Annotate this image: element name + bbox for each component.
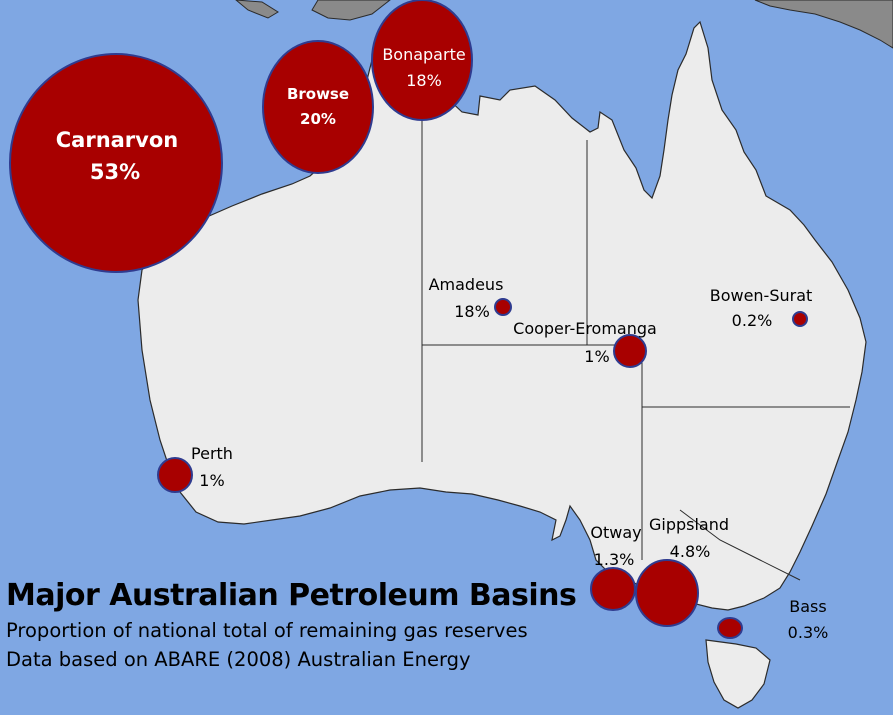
- basin-bass-name: Bass: [789, 597, 826, 616]
- basin-gippsland-share: 4.8%: [670, 542, 711, 561]
- basin-bowen-surat-name: Bowen-Surat: [710, 286, 813, 305]
- basin-bass-share: 0.3%: [788, 623, 829, 642]
- basin-carnarvon-bubble: [9, 53, 223, 273]
- basin-bowen-surat-share: 0.2%: [732, 311, 773, 330]
- tasmania: [705, 639, 771, 709]
- basin-browse-bubble: [262, 40, 374, 174]
- border-nsw-vic: [679, 509, 801, 581]
- basin-amadeus-bubble: [494, 298, 512, 316]
- basin-otway-name: Otway: [590, 523, 641, 542]
- basin-bonaparte-bubble: [371, 0, 473, 121]
- basin-gippsland-bubble: [635, 559, 699, 627]
- island-timor: [235, 0, 279, 19]
- basin-gippsland-name: Gippsland: [649, 515, 729, 534]
- basin-cooper-eromanga-name: Cooper-Eromanga: [513, 319, 657, 338]
- basin-browse-name: Browse: [287, 85, 349, 103]
- basin-bowen-surat-bubble: [792, 311, 808, 327]
- island-new-guinea-west: [311, 0, 391, 21]
- basin-perth-bubble: [157, 457, 193, 493]
- basin-amadeus-share: 18%: [454, 302, 490, 321]
- map-subtitle: Proportion of national total of remainin…: [6, 619, 528, 642]
- basin-carnarvon-share: 53%: [90, 160, 140, 184]
- legend-text-block: Major Australian Petroleum Basins Propor…: [6, 576, 577, 674]
- basin-cooper-eromanga-share: 1%: [584, 347, 609, 366]
- map-title: Major Australian Petroleum Basins: [6, 578, 577, 613]
- basin-otway-bubble: [590, 567, 636, 611]
- basin-perth-share: 1%: [199, 471, 224, 490]
- basin-bonaparte-share: 18%: [406, 71, 442, 90]
- basin-amadeus-name: Amadeus: [429, 275, 504, 294]
- basin-otway-share: 1.3%: [594, 550, 635, 569]
- island-new-guinea: [754, 0, 893, 49]
- basin-perth-name: Perth: [191, 444, 233, 463]
- basin-bonaparte-name: Bonaparte: [382, 45, 465, 64]
- basin-browse-share: 20%: [300, 110, 336, 128]
- basin-cooper-eromanga-bubble: [613, 334, 647, 368]
- basin-bass-bubble: [717, 617, 743, 639]
- basin-carnarvon-name: Carnarvon: [56, 128, 178, 152]
- map-source-note: Data based on ABARE (2008) Australian En…: [6, 648, 471, 671]
